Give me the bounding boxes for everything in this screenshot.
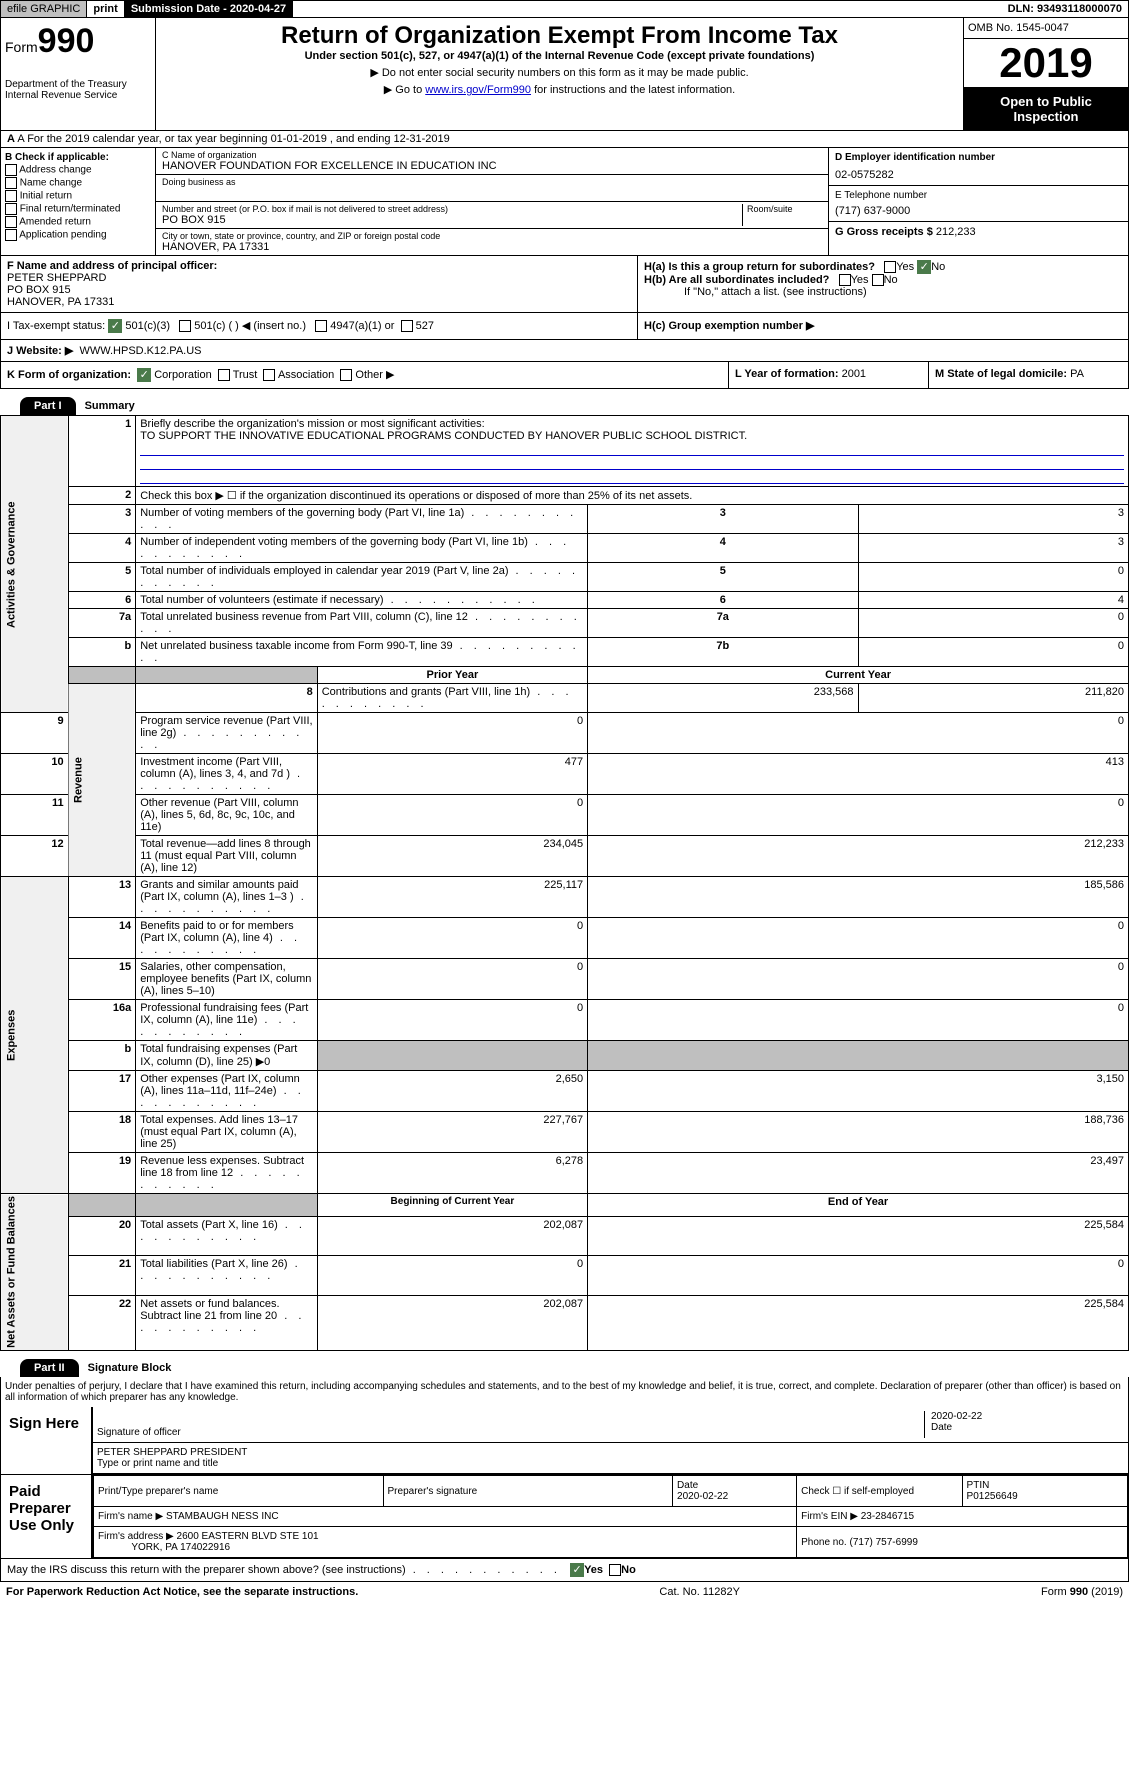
- check-4947[interactable]: [315, 320, 327, 332]
- net-label: Net Assets or Fund Balances: [1, 1194, 69, 1351]
- check-other[interactable]: [340, 369, 352, 381]
- tax-year: 2019: [964, 39, 1128, 88]
- row-a-tax-year: A A For the 2019 calendar year, or tax y…: [0, 131, 1129, 148]
- i-label: I Tax-exempt status:: [7, 320, 105, 332]
- subtitle-3: ▶ Go to www.irs.gov/Form990 for instruct…: [160, 83, 959, 96]
- perjury-text: Under penalties of perjury, I declare th…: [1, 1377, 1128, 1407]
- part1-title: Summary: [85, 400, 135, 412]
- h-c: H(c) Group exemption number ▶: [644, 320, 814, 332]
- room-label: Room/suite: [742, 204, 822, 226]
- val-7a: 0: [858, 609, 1128, 638]
- gross-receipts: 212,233: [936, 226, 976, 238]
- part2-header-row: Part II Signature Block: [0, 1351, 1129, 1377]
- b-label: B Check if applicable:: [5, 152, 151, 163]
- check-amended[interactable]: Amended return: [5, 216, 151, 228]
- h-b-note: If "No," attach a list. (see instruction…: [644, 286, 1122, 298]
- check-501c3[interactable]: ✓: [108, 319, 122, 333]
- c-name-label: C Name of organization: [162, 150, 822, 160]
- part1-header: Part I: [20, 397, 76, 415]
- c8: 211,820: [858, 684, 1128, 713]
- part1-header-row: Part I Summary: [0, 389, 1129, 415]
- d-label: D Employer identification number: [835, 152, 1122, 163]
- omb-number: OMB No. 1545-0047: [964, 18, 1128, 39]
- row-fgh: F Name and address of principal officer:…: [0, 256, 1129, 313]
- department: Department of the Treasury Internal Reve…: [5, 79, 151, 101]
- sign-here-label: Sign Here: [1, 1407, 91, 1474]
- row-ij: I Tax-exempt status: ✓ 501(c)(3) 501(c) …: [0, 313, 1129, 340]
- p8: 233,568: [588, 684, 858, 713]
- check-corporation[interactable]: ✓: [137, 368, 151, 382]
- firm-phone: (717) 757-6999: [850, 1537, 918, 1548]
- section-bcd: B Check if applicable: Address change Na…: [0, 148, 1129, 256]
- val-3: 3: [858, 505, 1128, 534]
- ptin: P01256649: [967, 1491, 1018, 1502]
- form-header: Form990 Department of the Treasury Inter…: [0, 18, 1129, 131]
- check-527[interactable]: [401, 320, 413, 332]
- f-label: F Name and address of principal officer:: [7, 260, 631, 272]
- year-formation: 2001: [842, 368, 866, 380]
- row-klm: K Form of organization: ✓ Corporation Tr…: [0, 362, 1129, 389]
- g-label: G Gross receipts $: [835, 226, 933, 238]
- exp-label: Expenses: [1, 877, 69, 1194]
- page-footer: For Paperwork Reduction Act Notice, see …: [0, 1582, 1129, 1602]
- firm-name: STAMBAUGH NESS INC: [166, 1511, 279, 1522]
- officer-addr1: PO BOX 915: [7, 284, 631, 296]
- check-final-return[interactable]: Final return/terminated: [5, 203, 151, 215]
- firm-ein: 23-2846715: [861, 1511, 914, 1522]
- website-url: WWW.HPSD.K12.PA.US: [79, 345, 201, 357]
- efile-label: efile GRAPHIC: [1, 1, 87, 17]
- addr-label: Number and street (or P.O. box if mail i…: [162, 204, 742, 214]
- check-trust[interactable]: [218, 369, 230, 381]
- summary-table: Activities & Governance 1 Briefly descri…: [0, 415, 1129, 1351]
- val-6: 4: [858, 592, 1128, 609]
- instructions-link[interactable]: www.irs.gov/Form990: [425, 84, 531, 96]
- rev-label: Revenue: [68, 684, 136, 877]
- check-application-pending[interactable]: Application pending: [5, 229, 151, 241]
- check-501c[interactable]: [179, 320, 191, 332]
- officer-sig-name: PETER SHEPPARD PRESIDENT: [97, 1447, 1124, 1458]
- e-label: E Telephone number: [835, 190, 1122, 201]
- h-b: H(b) Are all subordinates included? Yes …: [644, 274, 1122, 286]
- paid-preparer-label: Paid Preparer Use Only: [1, 1475, 91, 1558]
- print-button[interactable]: print: [87, 1, 124, 17]
- officer-addr2: HANOVER, PA 17331: [7, 296, 631, 308]
- check-address-change[interactable]: Address change: [5, 164, 151, 176]
- open-inspection: Open to Public Inspection: [964, 88, 1128, 130]
- discuss-row: May the IRS discuss this return with the…: [1, 1558, 1128, 1581]
- form-title: Return of Organization Exempt From Incom…: [160, 22, 959, 50]
- website-row: J Website: ▶ WWW.HPSD.K12.PA.US: [0, 340, 1129, 362]
- signature-block: Under penalties of perjury, I declare th…: [0, 1377, 1129, 1582]
- val-7b: 0: [858, 638, 1128, 667]
- part2-title: Signature Block: [88, 1362, 172, 1374]
- check-association[interactable]: [263, 369, 275, 381]
- check-initial-return[interactable]: Initial return: [5, 190, 151, 202]
- mission-text: TO SUPPORT THE INNOVATIVE EDUCATIONAL PR…: [140, 430, 747, 442]
- city-state-zip: HANOVER, PA 17331: [162, 241, 822, 253]
- dln: DLN: 93493118000070: [1002, 1, 1128, 17]
- part2-header: Part II: [20, 1359, 79, 1377]
- officer-name: PETER SHEPPARD: [7, 272, 631, 284]
- subtitle-2: ▶ Do not enter social security numbers o…: [160, 66, 959, 79]
- city-label: City or town, state or province, country…: [162, 231, 822, 241]
- street-address: PO BOX 915: [162, 214, 742, 226]
- state-domicile: PA: [1070, 368, 1084, 380]
- firm-addr: 2600 EASTERN BLVD STE 101: [177, 1531, 319, 1542]
- discuss-yes[interactable]: ✓: [570, 1563, 584, 1577]
- org-name: HANOVER FOUNDATION FOR EXCELLENCE IN EDU…: [162, 160, 822, 172]
- dba-label: Doing business as: [162, 177, 822, 187]
- top-bar: efile GRAPHIC print Submission Date - 20…: [0, 0, 1129, 18]
- ein: 02-0575282: [835, 169, 1122, 181]
- val-5: 0: [858, 563, 1128, 592]
- subtitle-1: Under section 501(c), 527, or 4947(a)(1)…: [160, 50, 959, 62]
- telephone: (717) 637-9000: [835, 205, 1122, 217]
- discuss-no[interactable]: [609, 1564, 621, 1576]
- gov-label: Activities & Governance: [1, 416, 69, 713]
- check-name-change[interactable]: Name change: [5, 177, 151, 189]
- submission-date: Submission Date - 2020-04-27: [125, 1, 293, 17]
- val-4: 3: [858, 534, 1128, 563]
- form-number: Form990: [5, 22, 151, 61]
- h-a: H(a) Is this a group return for subordin…: [644, 260, 1122, 274]
